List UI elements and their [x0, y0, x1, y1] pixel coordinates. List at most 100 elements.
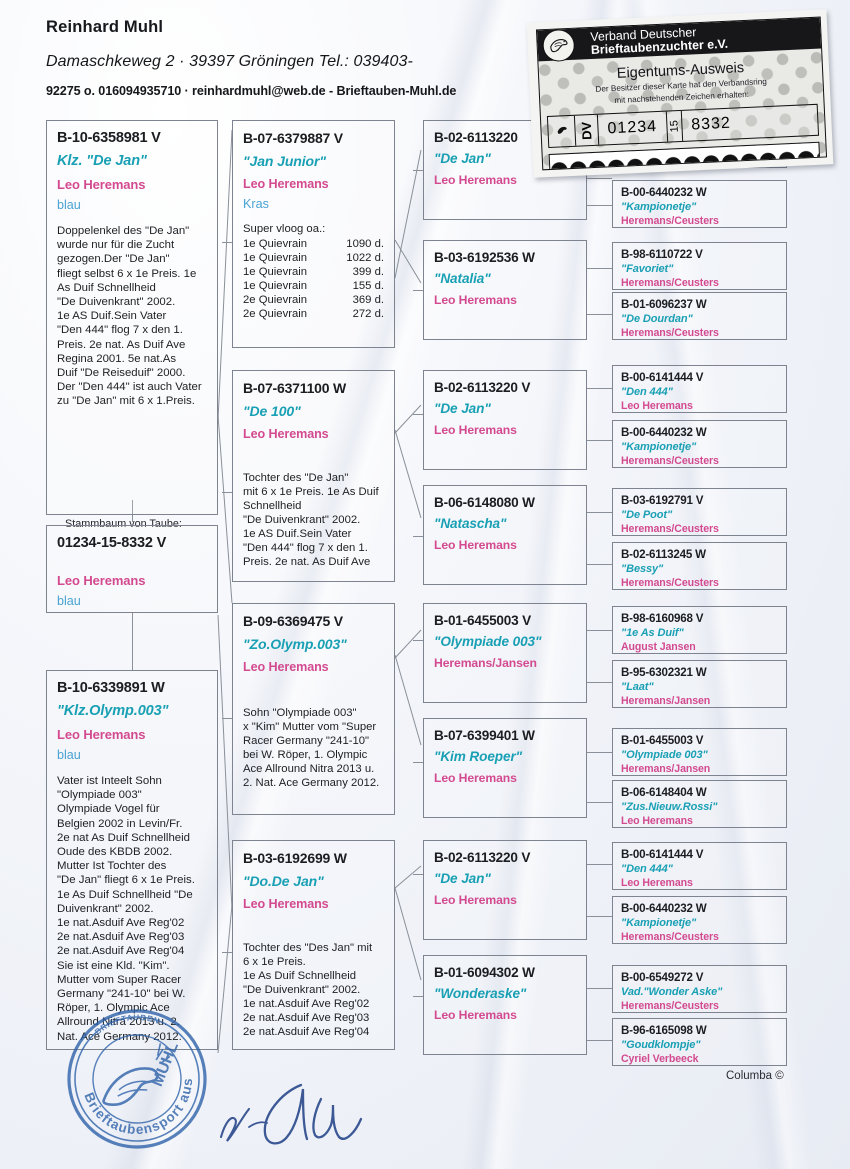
connector-line — [587, 1040, 612, 1041]
handwritten-signature — [215, 1075, 375, 1160]
pedigree-box-gen4-13[interactable]: B-00-6440232 W "Kampionetje" Heremans/Ce… — [612, 896, 787, 944]
connector-line — [413, 536, 423, 537]
nickname: "Laat" — [621, 681, 654, 693]
pedigree-box-gen3-3[interactable]: B-06-6148080 W "Natascha" Leo Heremans — [423, 485, 587, 585]
ring-number: B-09-6369475 V — [243, 613, 343, 629]
pedigree-box-gen4-9[interactable]: B-95-6302321 W "Laat" Heremans/Jansen — [612, 660, 787, 708]
pedigree-note: Doppelenkel des "De Jan" wurde nur für d… — [57, 225, 202, 408]
breeder-number: 01234 — [607, 118, 658, 138]
pedigree-box-gen4-3[interactable]: B-01-6096237 W "De Dourdan" Heremans/Ceu… — [612, 292, 787, 340]
flight-row: 2e Quievrain 272 d. — [243, 308, 384, 320]
ring-number: B-06-6148080 W — [434, 495, 535, 510]
ring-number: B-10-6358981 V — [57, 130, 161, 146]
connector-line — [413, 290, 423, 291]
breeder: Leo Heremans — [434, 173, 517, 187]
nickname: "Olympiade 003" — [434, 634, 542, 649]
pedigree-note: Vater ist Inteelt Sohn "Olympiade 003" O… — [57, 775, 195, 1043]
connector-line — [413, 640, 423, 641]
subject-caption: Stammbaum von Taube: — [65, 518, 182, 530]
connector-line — [587, 440, 612, 441]
ownership-certificate-card[interactable]: Verband Deutscher Brieftaubenzuchter e.V… — [526, 9, 834, 178]
breeder: Cyriel Verbeeck — [621, 1053, 699, 1065]
pedigree-box-gen1-dam[interactable]: B-10-6339891 W "Klz.Olymp.003" Leo Herem… — [46, 670, 218, 1050]
pedigree-box-gen4-1[interactable]: B-00-6440232 W "Kampionetje" Heremans/Ce… — [612, 180, 787, 228]
connector-line — [587, 314, 612, 315]
pedigree-box-gen2-0[interactable]: B-07-6379887 V "Jan Junior" Leo Heremans… — [232, 120, 395, 348]
ring-number: B-07-6371100 W — [243, 380, 347, 396]
pedigree-box-gen2-1[interactable]: B-07-6371100 W "De 100" Leo Heremans Toc… — [232, 370, 395, 582]
pedigree-box-gen3-5[interactable]: B-07-6399401 W "Kim Roeper" Leo Heremans — [423, 718, 587, 818]
pedigree-box-gen3-2[interactable]: B-02-6113220 V "De Jan" Leo Heremans — [423, 370, 587, 470]
owner-name: Reinhard Muhl — [46, 18, 164, 36]
pedigree-box-gen3-7[interactable]: B-01-6094302 W "Wonderaske" Leo Heremans — [423, 955, 587, 1055]
pedigree-box-gen4-11[interactable]: B-06-6148404 W "Zus.Nieuw.Rossi" Leo Her… — [612, 780, 787, 828]
ring-number: B-02-6113220 V — [434, 380, 531, 395]
connector-line — [394, 865, 423, 890]
pedigree-box-gen4-14[interactable]: B-00-6549272 V Vad."Wonder Aske" Hereman… — [612, 965, 787, 1013]
connector-line — [217, 414, 234, 605]
pedigree-box-gen4-10[interactable]: B-01-6455003 V "Olympiade 003" Heremans/… — [612, 728, 787, 776]
pedigree-box-gen4-5[interactable]: B-00-6440232 W "Kampionetje" Heremans/Ce… — [612, 420, 787, 468]
ring-number: B-07-6379887 V — [243, 130, 343, 146]
ring-number: B-10-6339891 W — [57, 680, 165, 696]
plumage-color: blau — [57, 748, 81, 762]
pedigree-box-gen4-8[interactable]: B-98-6160968 V "1e As Duif" August Janse… — [612, 606, 787, 654]
software-credit: Columba © — [726, 1070, 784, 1082]
ring-number: B-00-6440232 W — [621, 186, 707, 199]
owner-address: Damaschkeweg 2 · 39397 Gröningen Tel.: 0… — [46, 53, 413, 70]
nickname: "De Poot" — [621, 509, 673, 521]
pedigree-note: Tochter des "De Jan" mit 6 x 1e Preis. 1… — [243, 472, 379, 568]
pedigree-box-subject[interactable]: 01234-15-8332 V Leo Heremans blau — [46, 525, 218, 613]
nickname: "Bessy" — [621, 563, 664, 575]
pedigree-box-gen1-sire[interactable]: B-10-6358981 V Klz. "De Jan" Leo Hereman… — [46, 120, 218, 515]
connector-line — [587, 388, 612, 389]
breeder: Heremans/Ceusters — [621, 931, 719, 943]
nickname: "De Jan" — [434, 151, 491, 166]
ring-number: B-96-6165098 W — [621, 1024, 707, 1037]
connector-line — [394, 404, 423, 435]
ring-number: B-00-6440232 W — [621, 426, 707, 439]
breeder: Leo Heremans — [434, 893, 517, 907]
connector-line — [394, 887, 423, 982]
pedigree-box-gen4-12[interactable]: B-00-6141444 V "Den 444" Leo Heremans — [612, 842, 787, 890]
nickname: "Olympiade 003" — [621, 749, 708, 761]
connector-line — [587, 916, 612, 917]
pedigree-box-gen4-6[interactable]: B-03-6192791 V "De Poot" Heremans/Ceuste… — [612, 488, 787, 536]
flight-row: 1e Quievrain 1090 d. — [243, 238, 384, 250]
nickname: "Zus.Nieuw.Rossi" — [621, 801, 718, 813]
ring-number: B-01-6455003 V — [621, 734, 704, 747]
ring-number: B-02-6113220 V — [434, 850, 531, 865]
nickname: "Natascha" — [434, 516, 507, 531]
pedigree-box-gen3-1[interactable]: B-03-6192536 W "Natalia" Leo Heremans — [423, 240, 587, 340]
nickname: "Kampionetje" — [621, 441, 697, 453]
breeder: Leo Heremans — [57, 177, 146, 192]
nickname: "De Dourdan" — [621, 313, 693, 325]
ring-number: B-98-6110722 V — [621, 248, 703, 261]
pedigree-note: Sohn "Olympiade 003" x "Kim" Mutter vom … — [243, 707, 380, 789]
pedigree-box-gen3-6[interactable]: B-02-6113220 V "De Jan" Leo Heremans — [423, 840, 587, 940]
connector-line — [217, 614, 234, 915]
breeder: Leo Heremans — [434, 293, 517, 307]
nickname: "De 100" — [243, 403, 301, 419]
ring-number: B-01-6094302 W — [434, 965, 535, 980]
nickname: Klz. "De Jan" — [57, 153, 147, 169]
ring-number: B-03-6192699 W — [243, 850, 347, 866]
nickname: "Goudklompje" — [621, 1039, 701, 1051]
nickname: "Favoriet" — [621, 263, 674, 275]
breeder: Heremans/Jansen — [434, 656, 537, 670]
ring-number: B-00-6549272 V — [621, 971, 704, 984]
certificate-header-bar: Verband Deutscher Brieftaubenzuchter e.V… — [536, 17, 822, 62]
pedigree-box-gen4-15[interactable]: B-96-6165098 W "Goudklompje" Cyriel Verb… — [612, 1018, 787, 1066]
pedigree-box-gen2-3[interactable]: B-03-6192699 W "Do.De Jan" Leo Heremans … — [232, 840, 395, 1050]
pedigree-box-gen4-2[interactable]: B-98-6110722 V "Favoriet" Heremans/Ceust… — [612, 242, 787, 290]
pedigree-box-gen4-7[interactable]: B-02-6113245 W "Bessy" Heremans/Ceusters — [612, 542, 787, 590]
connector-line — [132, 500, 133, 522]
pigeon-emblem-icon — [541, 28, 576, 62]
ring-year: 15 — [667, 119, 681, 133]
bird-mark-icon — [548, 122, 575, 141]
connector-line — [394, 629, 423, 660]
pedigree-box-gen3-4[interactable]: B-01-6455003 V "Olympiade 003" Heremans/… — [423, 603, 587, 703]
pedigree-box-gen4-4[interactable]: B-00-6141444 V "Den 444" Leo Heremans — [612, 365, 787, 413]
pedigree-box-gen2-2[interactable]: B-09-6369475 V "Zo.Olymp.003" Leo Herema… — [232, 603, 395, 815]
ring-number: 01234-15-8332 V — [57, 535, 167, 551]
